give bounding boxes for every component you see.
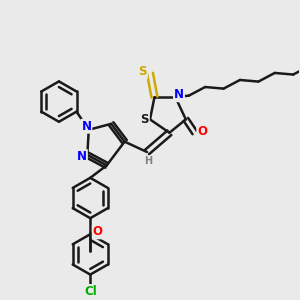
Text: Cl: Cl [84, 285, 97, 298]
Text: S: S [140, 113, 149, 126]
Text: N: N [174, 88, 184, 101]
Text: O: O [93, 225, 103, 238]
Text: N: N [81, 120, 92, 133]
Text: O: O [197, 125, 207, 138]
Text: H: H [144, 156, 153, 166]
Text: S: S [138, 65, 147, 78]
Text: N: N [77, 150, 87, 163]
